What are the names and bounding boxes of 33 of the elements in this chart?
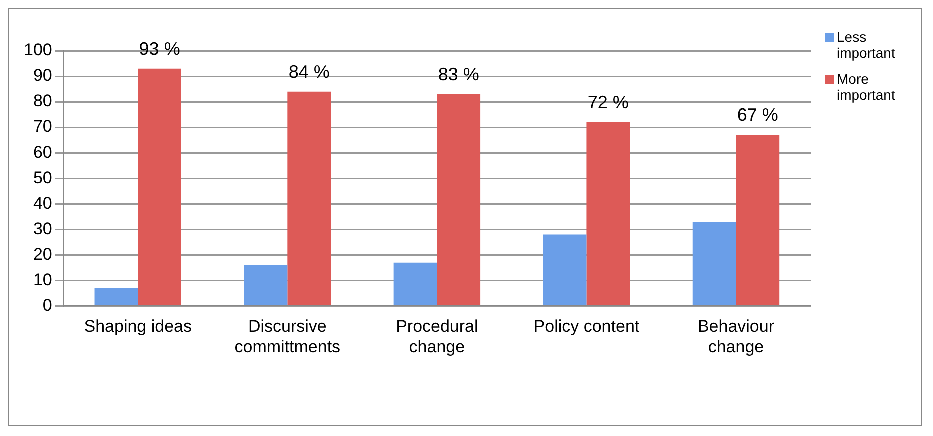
bar bbox=[736, 135, 780, 306]
bar bbox=[94, 288, 138, 306]
x-tick-label: Behaviour change bbox=[698, 317, 775, 356]
data-label: 84 % bbox=[288, 62, 330, 82]
bar bbox=[543, 234, 587, 306]
y-tick-label: 20 bbox=[33, 244, 52, 264]
y-tick-label: 30 bbox=[33, 219, 52, 238]
x-tick-label: Procedural change bbox=[396, 317, 478, 356]
bar bbox=[244, 265, 288, 306]
bar bbox=[394, 262, 438, 306]
x-tick-label: Shaping ideas bbox=[84, 317, 192, 336]
y-tick-label: 10 bbox=[33, 270, 52, 290]
bar bbox=[692, 222, 736, 306]
data-label: 83 % bbox=[438, 64, 480, 84]
legend-label: Less important bbox=[837, 29, 896, 61]
y-tick-label: 60 bbox=[33, 142, 52, 162]
bar bbox=[138, 68, 182, 306]
y-tick-label: 70 bbox=[33, 117, 52, 136]
data-label: 67 % bbox=[737, 105, 778, 126]
data-label: 72 % bbox=[588, 92, 629, 112]
y-tick-label: 50 bbox=[33, 168, 52, 188]
data-label: 93 % bbox=[139, 38, 180, 59]
legend-label: More important bbox=[837, 71, 896, 103]
y-tick-label: 100 bbox=[24, 40, 52, 60]
bar bbox=[288, 92, 332, 306]
bar bbox=[437, 94, 481, 306]
x-tick-label: Discursive committments bbox=[234, 317, 341, 356]
y-tick-label: 40 bbox=[33, 194, 52, 213]
x-tick-label: Policy content bbox=[534, 317, 640, 336]
y-tick-label: 80 bbox=[33, 92, 52, 111]
bar bbox=[586, 122, 630, 306]
y-tick-label: 90 bbox=[33, 66, 52, 86]
y-tick-label: 0 bbox=[42, 296, 52, 315]
